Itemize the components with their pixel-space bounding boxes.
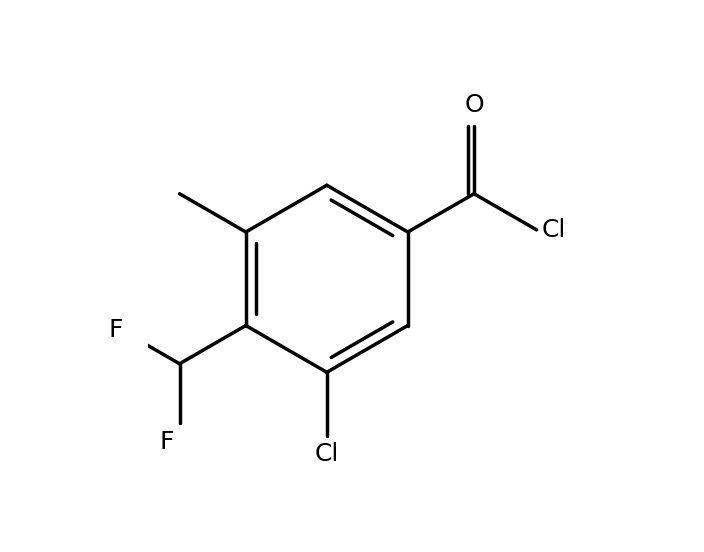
Text: O: O xyxy=(464,93,484,117)
Text: Cl: Cl xyxy=(541,218,566,242)
Text: Cl: Cl xyxy=(315,442,339,466)
Text: F: F xyxy=(108,318,123,342)
Text: F: F xyxy=(160,429,175,454)
